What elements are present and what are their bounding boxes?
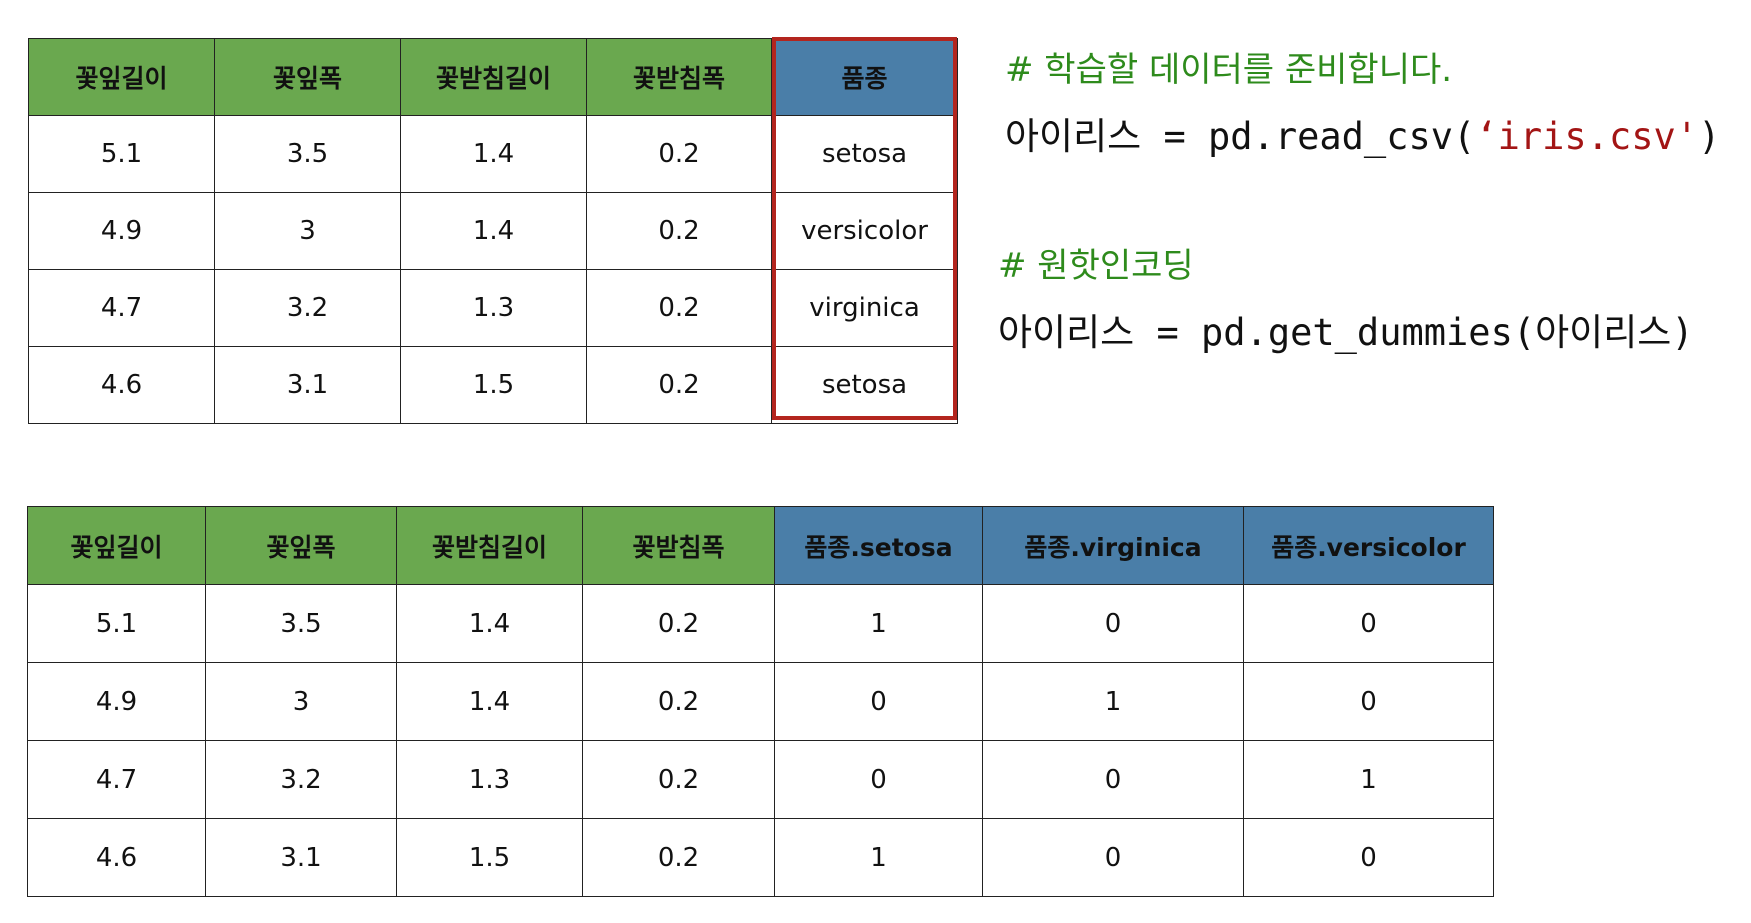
- code-close-paren: ): [1671, 311, 1694, 354]
- table-cell: 3.5: [214, 115, 401, 193]
- table-cell: 0: [1243, 662, 1494, 741]
- one-hot-encoded-table: 꽃잎길이 꽃잎폭 꽃받침길이 꽃받침폭 품종.setosa 품종.virgini…: [27, 506, 1494, 897]
- table-row: 4.6 3.1 1.5 0.2 setosa: [28, 346, 958, 424]
- table-cell: 1.4: [400, 115, 587, 193]
- table-cell: 1.5: [400, 346, 587, 424]
- code-comment-one-hot: # 원핫인코딩: [998, 246, 1194, 286]
- table-cell: 0.2: [582, 584, 775, 663]
- table-cell: 1.4: [400, 192, 587, 270]
- table-row: 4.7 3.2 1.3 0.2 0 0 1: [27, 740, 1494, 819]
- table-cell: 3.5: [205, 584, 397, 663]
- table-cell: 4.7: [27, 740, 206, 819]
- table-cell: 4.6: [28, 346, 215, 424]
- table-cell: 1.3: [396, 740, 583, 819]
- table-row: 4.7 3.2 1.3 0.2 virginica: [28, 269, 958, 347]
- code-line-read-csv: 아이리스 = pd.read_csv(‘iris.csv'): [1005, 106, 1720, 160]
- code-variable: 아이리스: [998, 311, 1135, 354]
- table-header-row: 꽃잎길이 꽃잎폭 꽃받침길이 꽃받침폭 품종.setosa 품종.virgini…: [27, 506, 1494, 585]
- code-string-literal: ‘iris.csv': [1475, 115, 1699, 158]
- table-cell: 1: [774, 818, 983, 897]
- table-row: 5.1 3.5 1.4 0.2 setosa: [28, 115, 958, 193]
- original-data-table: 꽃잎길이 꽃잎폭 꽃받침길이 꽃받침폭 품종 5.1 3.5 1.4 0.2 s…: [28, 38, 958, 424]
- header-petal-length: 꽃잎길이: [28, 38, 215, 116]
- table-cell: virginica: [771, 269, 958, 347]
- code-close-paren: ): [1698, 115, 1721, 158]
- header-sepal-length: 꽃받침길이: [400, 38, 587, 116]
- table-cell: versicolor: [771, 192, 958, 270]
- table-row: 4.6 3.1 1.5 0.2 1 0 0: [27, 818, 1494, 897]
- table-cell: 3.1: [214, 346, 401, 424]
- table-cell: 4.9: [27, 662, 206, 741]
- table-cell: 1: [774, 584, 983, 663]
- code-call: = pd.get_dummies(: [1134, 311, 1536, 354]
- header-species: 품종: [771, 38, 958, 116]
- table-cell: 0: [1243, 818, 1494, 897]
- table-cell: 0: [982, 818, 1244, 897]
- table-header-row: 꽃잎길이 꽃잎폭 꽃받침길이 꽃받침폭 품종: [28, 38, 958, 116]
- header-species-virginica: 품종.virginica: [982, 506, 1244, 585]
- table-cell: 0.2: [586, 269, 772, 347]
- table-cell: 3: [214, 192, 401, 270]
- table-cell: 0: [1243, 584, 1494, 663]
- table-cell: 0: [982, 740, 1244, 819]
- table-cell: 0.2: [586, 192, 772, 270]
- table-cell: 1.3: [400, 269, 587, 347]
- header-species-versicolor: 품종.versicolor: [1243, 506, 1494, 585]
- table-cell: 3.1: [205, 818, 397, 897]
- table-row: 5.1 3.5 1.4 0.2 1 0 0: [27, 584, 1494, 663]
- table-cell: 0: [774, 740, 983, 819]
- table-cell: 4.7: [28, 269, 215, 347]
- table-cell: 0.2: [582, 740, 775, 819]
- table-cell: 3.2: [205, 740, 397, 819]
- table-cell: 0.2: [586, 115, 772, 193]
- code-variable: 아이리스: [1005, 115, 1142, 158]
- header-sepal-width: 꽃받침폭: [586, 38, 772, 116]
- table-cell: 4.6: [27, 818, 206, 897]
- code-line-get-dummies: 아이리스 = pd.get_dummies(아이리스): [998, 302, 1694, 356]
- table-cell: 3: [205, 662, 397, 741]
- table-cell: 5.1: [28, 115, 215, 193]
- table-cell: 0: [774, 662, 983, 741]
- table-cell: 4.9: [28, 192, 215, 270]
- table-cell: 1: [1243, 740, 1494, 819]
- table-cell: 0: [982, 584, 1244, 663]
- table-cell: 0.2: [582, 662, 775, 741]
- table-cell: 1.4: [396, 662, 583, 741]
- table-cell: 0.2: [582, 818, 775, 897]
- table-cell: 5.1: [27, 584, 206, 663]
- header-species-setosa: 품종.setosa: [774, 506, 983, 585]
- table-cell: setosa: [771, 115, 958, 193]
- table-cell: setosa: [771, 346, 958, 424]
- table-row: 4.9 3 1.4 0.2 0 1 0: [27, 662, 1494, 741]
- table-row: 4.9 3 1.4 0.2 versicolor: [28, 192, 958, 270]
- header-sepal-width: 꽃받침폭: [582, 506, 775, 585]
- code-argument: 아이리스: [1535, 311, 1672, 354]
- table-cell: 1.4: [396, 584, 583, 663]
- header-petal-width: 꽃잎폭: [205, 506, 397, 585]
- table-cell: 1: [982, 662, 1244, 741]
- table-cell: 3.2: [214, 269, 401, 347]
- header-petal-width: 꽃잎폭: [214, 38, 401, 116]
- table-cell: 1.5: [396, 818, 583, 897]
- header-petal-length: 꽃잎길이: [27, 506, 206, 585]
- table-cell: 0.2: [586, 346, 772, 424]
- code-comment-prepare-data: # 학습할 데이터를 준비합니다.: [1005, 50, 1453, 90]
- header-sepal-length: 꽃받침길이: [396, 506, 583, 585]
- code-call: = pd.read_csv(: [1141, 115, 1476, 158]
